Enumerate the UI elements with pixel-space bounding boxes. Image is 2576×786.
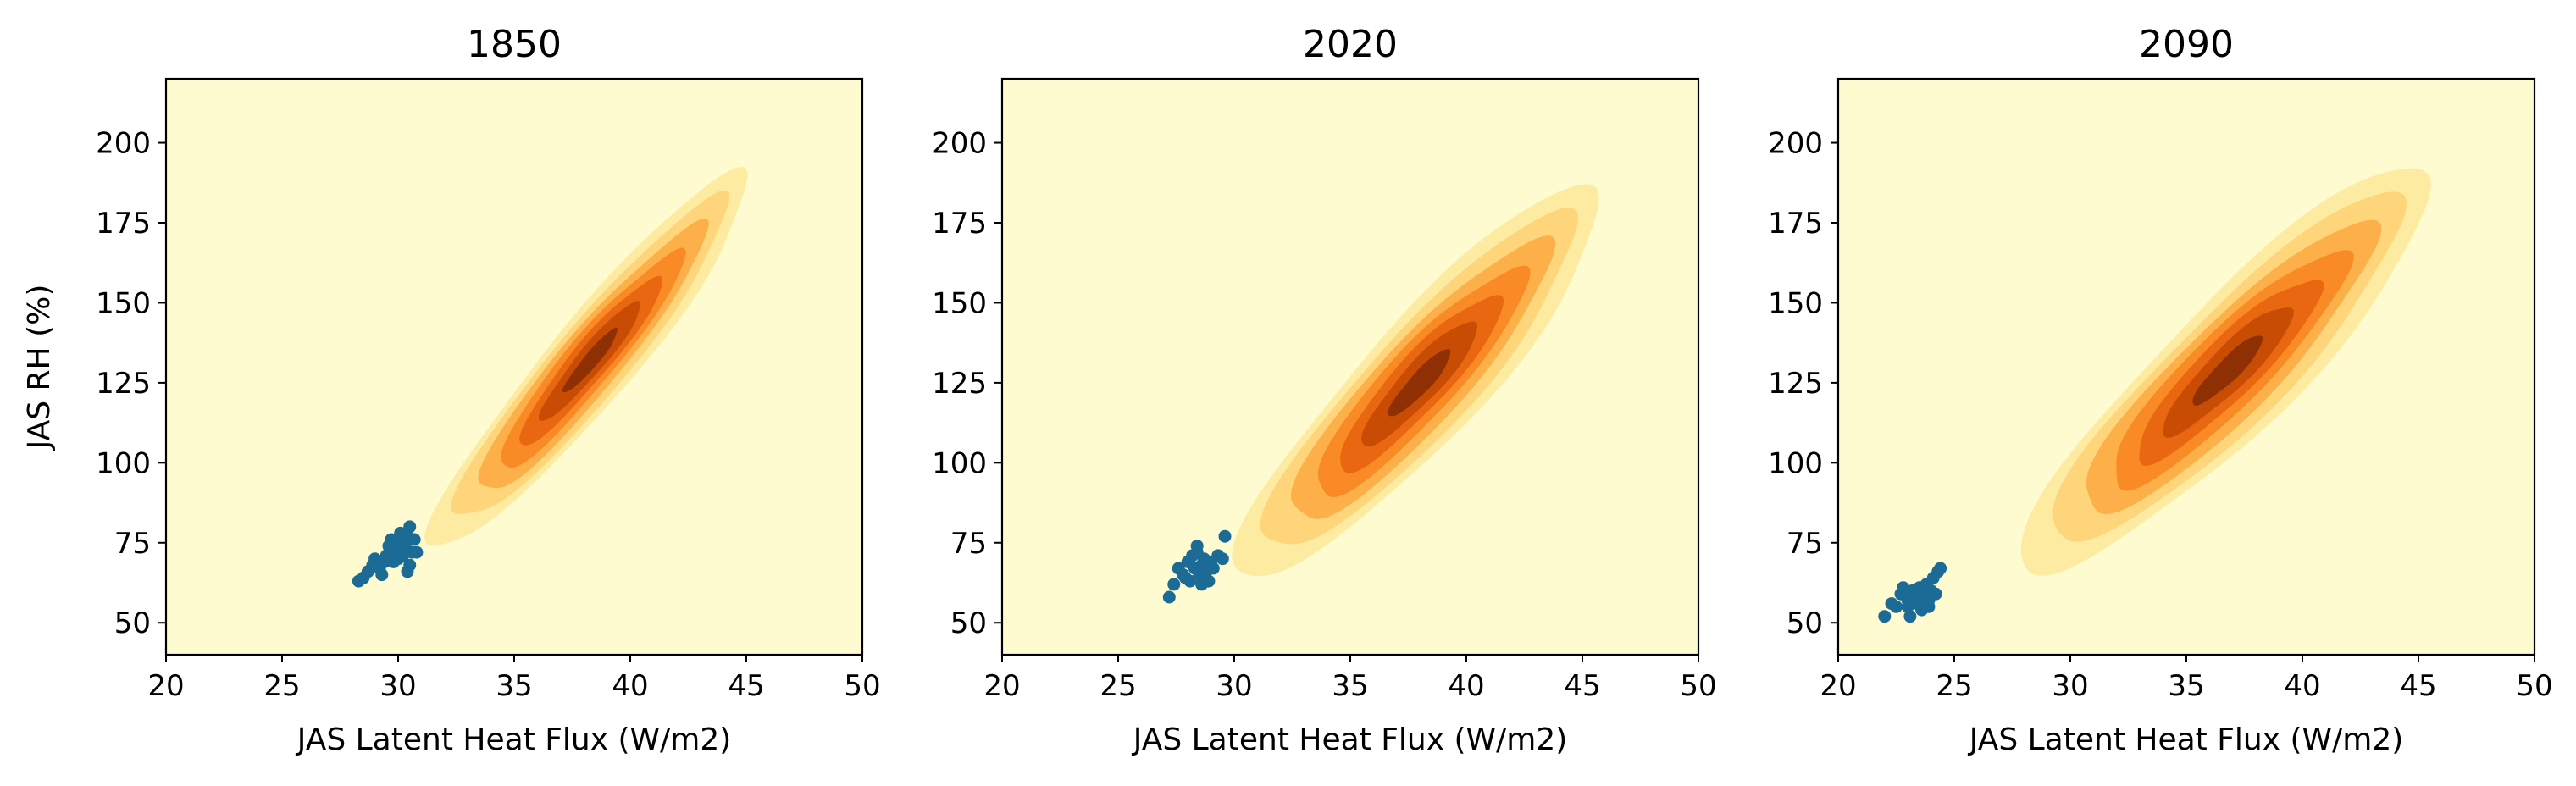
scatter-point bbox=[1195, 578, 1209, 591]
y-tick-label: 150 bbox=[96, 286, 151, 320]
scatter-point bbox=[1162, 590, 1176, 604]
y-tick-label: 150 bbox=[1768, 286, 1823, 320]
y-tick-label: 175 bbox=[96, 207, 151, 241]
x-ticks: 20 25 30 35 40 45 50 bbox=[1820, 655, 2553, 703]
x-ticks: 20 25 30 35 40 45 50 bbox=[147, 655, 881, 703]
y-ticks: 50 75 100 125 150 175 200 bbox=[96, 127, 166, 640]
y-tick-label: 50 bbox=[1787, 606, 1823, 640]
x-tick-label: 30 bbox=[2052, 669, 2088, 703]
scatter-point bbox=[403, 520, 417, 534]
scatter-points bbox=[1878, 562, 1947, 623]
y-tick-label: 125 bbox=[932, 367, 987, 401]
x-tick-label: 25 bbox=[263, 669, 300, 703]
y-tick-label: 100 bbox=[932, 446, 987, 480]
x-tick-label: 20 bbox=[1820, 669, 1856, 703]
x-tick-label: 40 bbox=[1448, 669, 1484, 703]
x-tick-label: 50 bbox=[1680, 669, 1716, 703]
x-tick-label: 40 bbox=[612, 669, 648, 703]
x-tick-label: 50 bbox=[2516, 669, 2552, 703]
x-tick-label: 25 bbox=[1100, 669, 1136, 703]
scatter-point bbox=[1922, 600, 1936, 613]
scatter-point bbox=[1929, 587, 1942, 601]
scatter-point bbox=[1190, 540, 1204, 553]
scatter-point bbox=[387, 555, 400, 568]
y-tick-label: 125 bbox=[96, 367, 151, 401]
x-tick-label: 25 bbox=[1936, 669, 1972, 703]
x-tick-label: 30 bbox=[1216, 669, 1252, 703]
scatter-point bbox=[1179, 571, 1192, 584]
scatter-point bbox=[375, 568, 389, 582]
scatter-point bbox=[1903, 610, 1917, 623]
density-level-7 bbox=[562, 327, 618, 393]
y-tick-label: 175 bbox=[1768, 207, 1823, 241]
scatter-point bbox=[410, 545, 424, 559]
x-tick-label: 35 bbox=[496, 669, 532, 703]
scatter-point bbox=[1934, 562, 1947, 575]
y-tick-label: 75 bbox=[1787, 527, 1823, 561]
x-tick-label: 40 bbox=[2284, 669, 2320, 703]
scatter-point bbox=[1218, 529, 1232, 543]
scatter-points bbox=[1162, 529, 1232, 604]
plot-background bbox=[166, 79, 862, 655]
y-tick-label: 100 bbox=[1768, 446, 1823, 480]
scatter-points bbox=[352, 520, 424, 588]
chart-title: 2090 bbox=[2139, 23, 2234, 66]
plot-background bbox=[1002, 79, 1698, 655]
x-tick-label: 35 bbox=[1332, 669, 1368, 703]
x-ticks: 20 25 30 35 40 45 50 bbox=[983, 655, 1717, 703]
y-tick-label: 50 bbox=[114, 606, 151, 640]
chart-title: 2020 bbox=[1303, 23, 1398, 66]
chart-title: 1850 bbox=[467, 23, 562, 66]
density-contours bbox=[166, 79, 862, 655]
density-level-7 bbox=[1388, 349, 1451, 417]
x-axis-label: JAS Latent Heat Flux (W/m2) bbox=[296, 722, 732, 757]
x-tick-label: 20 bbox=[147, 669, 184, 703]
density-contours bbox=[1002, 79, 1698, 655]
x-tick-label: 45 bbox=[1564, 669, 1600, 703]
y-tick-label: 50 bbox=[950, 606, 987, 640]
y-ticks: 50 75 100 125 150 175 200 bbox=[1768, 127, 1838, 640]
scatter-point bbox=[1878, 610, 1892, 623]
scatter-point bbox=[401, 565, 414, 578]
y-tick-label: 100 bbox=[96, 446, 151, 480]
scatter-point bbox=[396, 549, 409, 562]
x-tick-label: 45 bbox=[2400, 669, 2436, 703]
scatter-point bbox=[385, 533, 398, 546]
scatter-point bbox=[1890, 600, 1903, 613]
y-tick-label: 200 bbox=[932, 127, 987, 161]
scatter-point bbox=[1206, 562, 1220, 575]
y-tick-label: 150 bbox=[932, 286, 987, 320]
x-tick-label: 30 bbox=[379, 669, 416, 703]
x-tick-label: 35 bbox=[2168, 669, 2204, 703]
y-ticks: 50 75 100 125 150 175 200 bbox=[932, 127, 1002, 640]
x-tick-label: 50 bbox=[844, 669, 880, 703]
density-level-7 bbox=[2192, 335, 2263, 406]
scatter-point bbox=[1901, 600, 1914, 613]
y-tick-label: 125 bbox=[1768, 367, 1823, 401]
scatter-point bbox=[407, 533, 421, 546]
x-axis-label: JAS Latent Heat Flux (W/m2) bbox=[1132, 722, 1568, 757]
x-axis-label: JAS Latent Heat Flux (W/m2) bbox=[1968, 722, 2404, 757]
y-tick-label: 75 bbox=[950, 527, 987, 561]
x-tick-label: 20 bbox=[983, 669, 1020, 703]
y-tick-label: 75 bbox=[114, 527, 151, 561]
scatter-point bbox=[1167, 578, 1181, 591]
y-tick-label: 200 bbox=[1768, 127, 1823, 161]
scatter-point bbox=[1216, 552, 1229, 566]
y-axis-label: JAS RH (%) bbox=[22, 285, 57, 451]
density-contours bbox=[1838, 79, 2534, 655]
y-tick-label: 175 bbox=[932, 207, 987, 241]
y-tick-label: 200 bbox=[96, 127, 151, 161]
x-tick-label: 45 bbox=[728, 669, 764, 703]
